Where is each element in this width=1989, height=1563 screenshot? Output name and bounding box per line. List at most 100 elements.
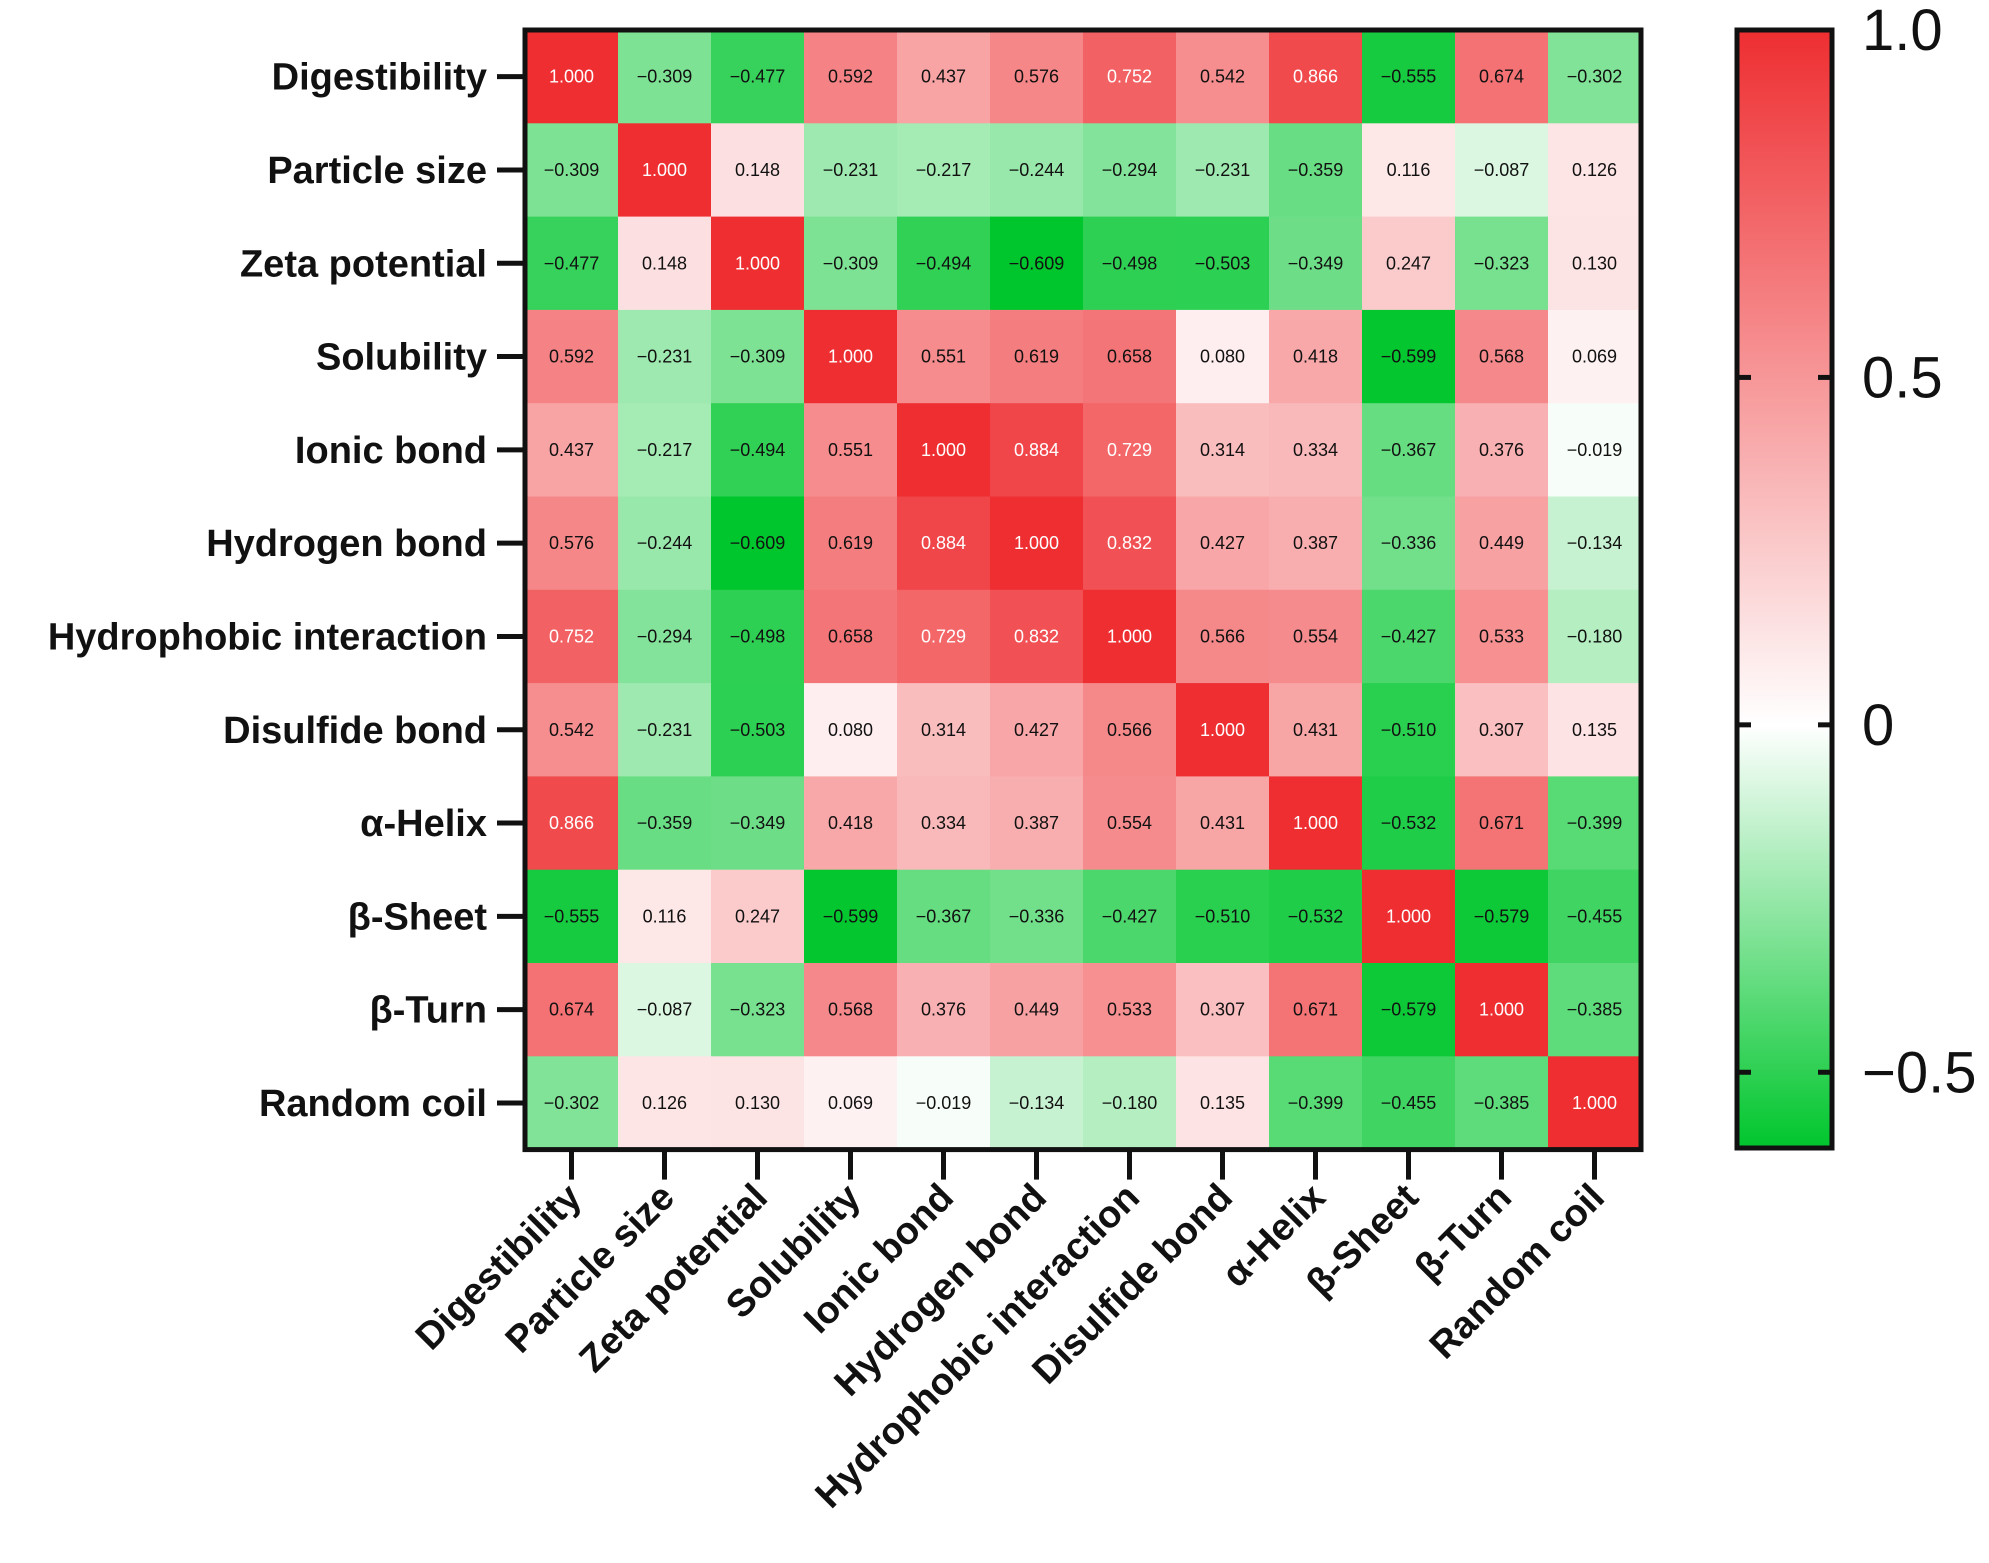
heatmap-cell xyxy=(1455,589,1549,684)
heatmap-cell-value: 0.427 xyxy=(1014,720,1059,740)
heatmap-cell-value: 0.126 xyxy=(1572,160,1617,180)
heatmap-cell-value: 0.674 xyxy=(549,1000,594,1020)
heatmap-cell xyxy=(1455,216,1549,311)
heatmap-cell-value: 1.000 xyxy=(1572,1093,1617,1113)
heatmap-cell-value: 0.832 xyxy=(1014,626,1059,646)
heatmap-cell xyxy=(1362,30,1456,124)
heatmap-cell-value: 0.418 xyxy=(828,813,873,833)
heatmap-cell xyxy=(1269,496,1363,591)
heatmap-cell xyxy=(897,403,991,498)
heatmap-cell-value: 0.437 xyxy=(549,440,594,460)
heatmap-cell-value: −0.498 xyxy=(1102,253,1158,273)
heatmap-cell xyxy=(618,216,712,311)
heatmap-cell xyxy=(1362,216,1456,311)
heatmap-cell xyxy=(711,309,805,404)
heatmap-cell xyxy=(1455,403,1549,498)
heatmap-cell xyxy=(990,963,1084,1057)
heatmap-cell-value: −0.294 xyxy=(1102,160,1158,180)
heatmap-cell-value: 1.000 xyxy=(1479,1000,1524,1020)
heatmap-cell-value: 0.135 xyxy=(1200,1093,1245,1113)
heatmap-cell xyxy=(618,403,712,498)
heatmap-cell-value: 0.376 xyxy=(1479,440,1524,460)
heatmap-cell xyxy=(1269,30,1363,124)
heatmap-cell-value: 0.671 xyxy=(1293,1000,1338,1020)
heatmap-cell xyxy=(711,776,805,871)
row-label: Hydrogen bond xyxy=(206,523,487,565)
heatmap-cell xyxy=(1548,123,1642,218)
heatmap-cell xyxy=(1455,30,1549,124)
heatmap-cell xyxy=(1083,683,1177,777)
heatmap-cell xyxy=(1083,30,1177,124)
heatmap-cell xyxy=(1083,589,1177,684)
heatmap-cell xyxy=(1176,403,1270,498)
heatmap-cell-value: 0.658 xyxy=(1107,347,1152,367)
heatmap-cell xyxy=(897,123,991,218)
heatmap-cell-value: 0.116 xyxy=(1387,160,1431,180)
heatmap-cell xyxy=(1083,403,1177,498)
heatmap-cell xyxy=(990,403,1084,498)
heatmap-cell-value: −0.399 xyxy=(1567,813,1623,833)
heatmap-cell-value: 0.752 xyxy=(549,626,594,646)
row-label: β-Turn xyxy=(370,990,487,1032)
heatmap-cell xyxy=(804,963,898,1057)
row-label: Hydrophobic interaction xyxy=(48,616,487,658)
heatmap-cell-value: 0.387 xyxy=(1014,813,1059,833)
heatmap-cell-value: 0.542 xyxy=(549,720,594,740)
heatmap-cell xyxy=(618,123,712,218)
heatmap-cell xyxy=(1269,1056,1363,1151)
heatmap-cell-value: −0.532 xyxy=(1288,906,1344,926)
heatmap-cell xyxy=(1455,1056,1549,1151)
heatmap-cell xyxy=(1083,309,1177,404)
heatmap-cell xyxy=(1548,776,1642,871)
row-label: Ionic bond xyxy=(295,430,487,472)
heatmap-cell-value: −0.599 xyxy=(1381,347,1437,367)
heatmap-cell-value: −0.302 xyxy=(544,1093,600,1113)
heatmap-cell xyxy=(1083,963,1177,1057)
heatmap-cell xyxy=(897,30,991,124)
heatmap-cell xyxy=(1083,869,1177,964)
heatmap-cell-value: 0.307 xyxy=(1200,1000,1245,1020)
heatmap-cell xyxy=(897,776,991,871)
heatmap-cell-value: −0.294 xyxy=(637,626,693,646)
heatmap-cell xyxy=(618,30,712,124)
heatmap-cell-value: 1.000 xyxy=(828,347,873,367)
heatmap-cell-value: 1.000 xyxy=(1293,813,1338,833)
heatmap-cell-value: 0.554 xyxy=(1107,813,1152,833)
heatmap-cell-value: 0.884 xyxy=(921,533,966,553)
heatmap-cell xyxy=(1176,963,1270,1057)
heatmap-cell-value: 0.247 xyxy=(735,906,780,926)
heatmap-cell-value: −0.217 xyxy=(637,440,693,460)
heatmap-cell-value: −0.019 xyxy=(1567,440,1623,460)
heatmap-cell xyxy=(990,216,1084,311)
heatmap-cell-value: −0.244 xyxy=(637,533,693,553)
heatmap-cell-value: 0.431 xyxy=(1200,813,1245,833)
heatmap-cell-value: −0.134 xyxy=(1009,1093,1065,1113)
heatmap-cell-value: 0.566 xyxy=(1200,626,1245,646)
heatmap-cell-value: −0.336 xyxy=(1009,906,1065,926)
heatmap-cell-value: 1.000 xyxy=(735,253,780,273)
heatmap-cell xyxy=(1548,683,1642,777)
colorbar-tick-label: −0.5 xyxy=(1862,1040,1977,1105)
heatmap-cell xyxy=(525,30,619,124)
heatmap-cell xyxy=(1548,963,1642,1057)
heatmap-cell xyxy=(1455,496,1549,591)
heatmap-cell-value: −0.309 xyxy=(823,253,879,273)
heatmap-cell xyxy=(1362,963,1456,1057)
heatmap-cell xyxy=(990,1056,1084,1151)
heatmap-cell xyxy=(1083,123,1177,218)
heatmap-cell-value: 0.576 xyxy=(549,533,594,553)
heatmap-cell xyxy=(1176,309,1270,404)
heatmap-cell xyxy=(1176,30,1270,124)
heatmap-cell-value: 0.307 xyxy=(1479,720,1524,740)
heatmap-cell-value: 1.000 xyxy=(1386,906,1431,926)
heatmap-cell-value: 0.148 xyxy=(642,253,687,273)
heatmap-cell xyxy=(618,963,712,1057)
heatmap-cell-value: 0.566 xyxy=(1107,720,1152,740)
heatmap-cell xyxy=(525,216,619,311)
heatmap-cell xyxy=(1362,123,1456,218)
heatmap-cell xyxy=(1176,683,1270,777)
colorbar-tick-label: 1.0 xyxy=(1862,0,1943,63)
heatmap-cell xyxy=(1362,683,1456,777)
heatmap-cell xyxy=(1362,869,1456,964)
